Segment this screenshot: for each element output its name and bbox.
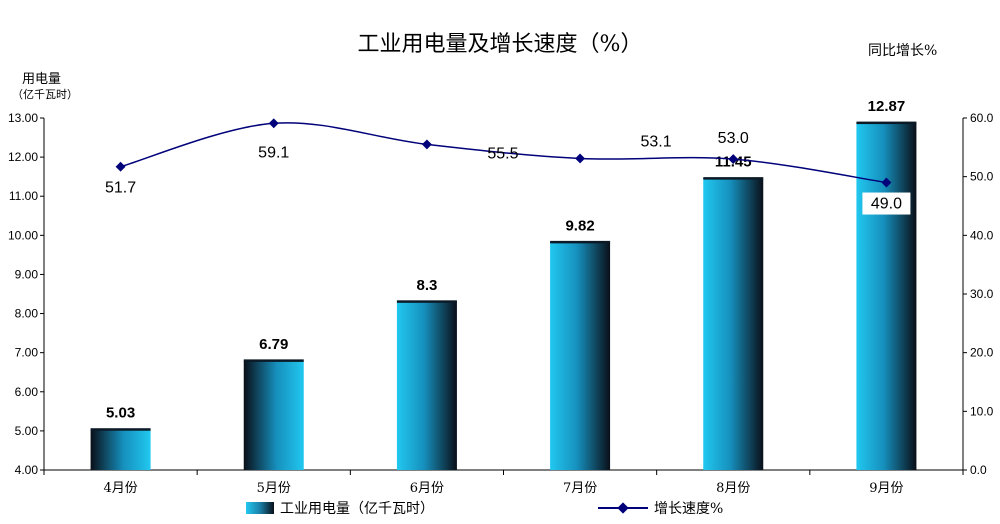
left-axis-unit-sub: （亿千瓦时） [12,88,78,101]
legend-line-label: 增长速度% [654,501,724,517]
bar-top-edge [90,428,151,431]
legend-bar-label: 工业用电量（亿千瓦时） [280,501,434,517]
left-tick-label: 5.00 [15,424,39,438]
growth-point [115,161,126,172]
legend-bar-swatch [246,502,274,514]
chart-title: 工业用电量及增长速度（%） [357,32,643,57]
x-tick-label: 5月份 [257,481,291,496]
legend-bar: 工业用电量（亿千瓦时） [246,498,434,518]
right-tick-label: 60.0 [970,111,994,125]
x-tick-label: 4月份 [103,481,137,496]
legend-line-swatch [598,502,648,514]
growth-value-label: 53.0 [718,130,749,147]
bar-value-label: 5.03 [106,405,135,422]
x-tick-label: 8月份 [716,481,750,496]
bar [90,429,151,470]
bar-top-edge [550,240,611,244]
right-tick-label: 20.0 [970,346,994,360]
left-tick-label: 7.00 [15,346,39,360]
right-axis-unit: 同比增长% [868,43,938,59]
right-tick-label: 10.0 [970,404,994,418]
left-tick-label: 4.00 [15,463,39,477]
right-tick-label: 50.0 [970,170,994,184]
left-tick-label: 8.00 [15,307,39,321]
bar [856,123,917,470]
growth-point [728,154,739,165]
bar-top-edge [396,300,457,303]
bar [703,178,764,470]
bar-value-label: 8.3 [416,277,437,294]
growth-point [575,153,586,164]
growth-value-label: 53.1 [641,133,672,150]
growth-value-label: 51.7 [105,180,136,197]
x-tick-label: 6月份 [410,481,444,496]
bar-top-edge [703,177,764,180]
bar [396,301,457,470]
growth-line [120,122,887,184]
left-tick-label: 12.00 [8,150,38,164]
right-tick-label: 40.0 [970,228,994,242]
growth-point [268,118,279,129]
bar-value-label: 9.82 [565,217,594,234]
growth-value-label: 59.1 [258,144,289,161]
x-tick-label: 9月份 [869,481,903,496]
growth-point [421,139,432,150]
growth-value-label: 49.0 [871,196,902,213]
growth-value-label: 55.5 [487,145,518,162]
left-axis-unit: 用电量 [22,72,62,87]
bar-value-label: 6.79 [259,336,288,353]
left-tick-label: 10.00 [8,228,38,242]
growth-point [881,177,892,188]
legend-line: 增长速度% [598,498,723,518]
bar [550,242,611,470]
bar-top-edge [243,359,304,362]
right-tick-label: 30.0 [970,287,994,301]
left-tick-label: 9.00 [15,267,39,281]
growth-label-box [862,192,911,215]
bar-top-edge [856,121,917,125]
bar-value-label: 12.87 [868,98,906,115]
left-tick-label: 6.00 [15,385,39,399]
left-tick-label: 13.00 [8,111,38,125]
left-tick-label: 11.00 [9,189,38,203]
bar [243,360,304,470]
x-tick-label: 7月份 [563,481,597,496]
right-tick-label: 0.0 [970,463,987,477]
